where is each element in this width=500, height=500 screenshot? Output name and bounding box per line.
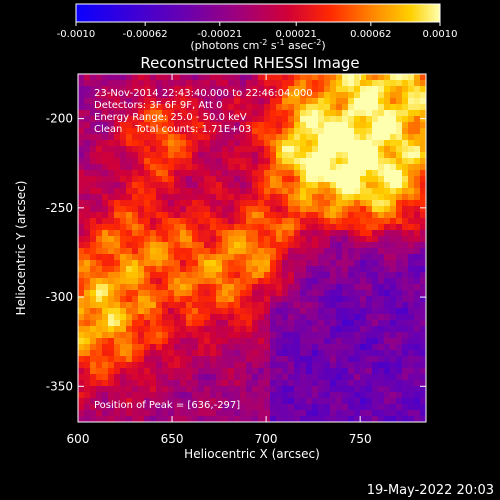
colorbar: -0.0010 -0.00062 -0.00021 0.00021 0.00062 0.0… — [57, 3, 458, 52]
x-tick-label: 600 — [67, 432, 90, 446]
x-tick-label: 650 — [161, 432, 184, 446]
annotation-block: 23-Nov-2014 22:43:40.000 to 22:46:04.000… — [94, 88, 313, 135]
annotation-detectors: Detectors: 3F 6F 9F, Att 0 — [94, 100, 222, 111]
x-tick-label: 700 — [255, 432, 278, 446]
colorbar-tick-label: -0.00062 — [123, 29, 168, 40]
y-tick-label: -200 — [46, 112, 73, 126]
peak-position-label: Position of Peak = [636,-297] — [94, 400, 240, 411]
colorbar-tick-label: 0.0010 — [423, 29, 458, 40]
heatmap-image — [78, 74, 426, 422]
footer-date: 19-May-2022 20:03 — [367, 483, 494, 498]
y-tick-label: -350 — [46, 379, 73, 393]
axis-ticks: 600 650 700 750 -200 -250 -300 -350 — [46, 74, 426, 446]
annotation-time-range: 23-Nov-2014 22:43:40.000 to 22:46:04.000 — [94, 88, 313, 99]
colorbar-ticks: -0.0010 -0.00062 -0.00021 0.00021 0.00062 0.0… — [57, 22, 458, 40]
colorbar-gradient — [75, 3, 441, 23]
y-tick-label: -250 — [46, 201, 73, 215]
annotation-total-counts: Clean Total counts: 1.71E+03 — [94, 124, 251, 135]
y-axis-label: Heliocentric Y (arcsec) — [14, 181, 28, 316]
annotation-energy-range: Energy Range: 25.0 - 50.0 keV — [94, 112, 247, 123]
colorbar-tick-label: -0.00021 — [197, 29, 242, 40]
plot-frame — [77, 73, 427, 423]
x-axis-label: Heliocentric X (arcsec) — [184, 447, 320, 461]
y-tick-label: -300 — [46, 290, 73, 304]
colorbar-tick-label: -0.0010 — [57, 29, 96, 40]
x-tick-label: 750 — [349, 432, 372, 446]
colorbar-tick-label: 0.00021 — [276, 29, 317, 40]
colorbar-units-label: (photons cm-2 s-1 asec-2) — [190, 38, 325, 52]
chart-title: Reconstructed RHESSI Image — [140, 54, 359, 72]
colorbar-tick-label: 0.00062 — [350, 29, 391, 40]
